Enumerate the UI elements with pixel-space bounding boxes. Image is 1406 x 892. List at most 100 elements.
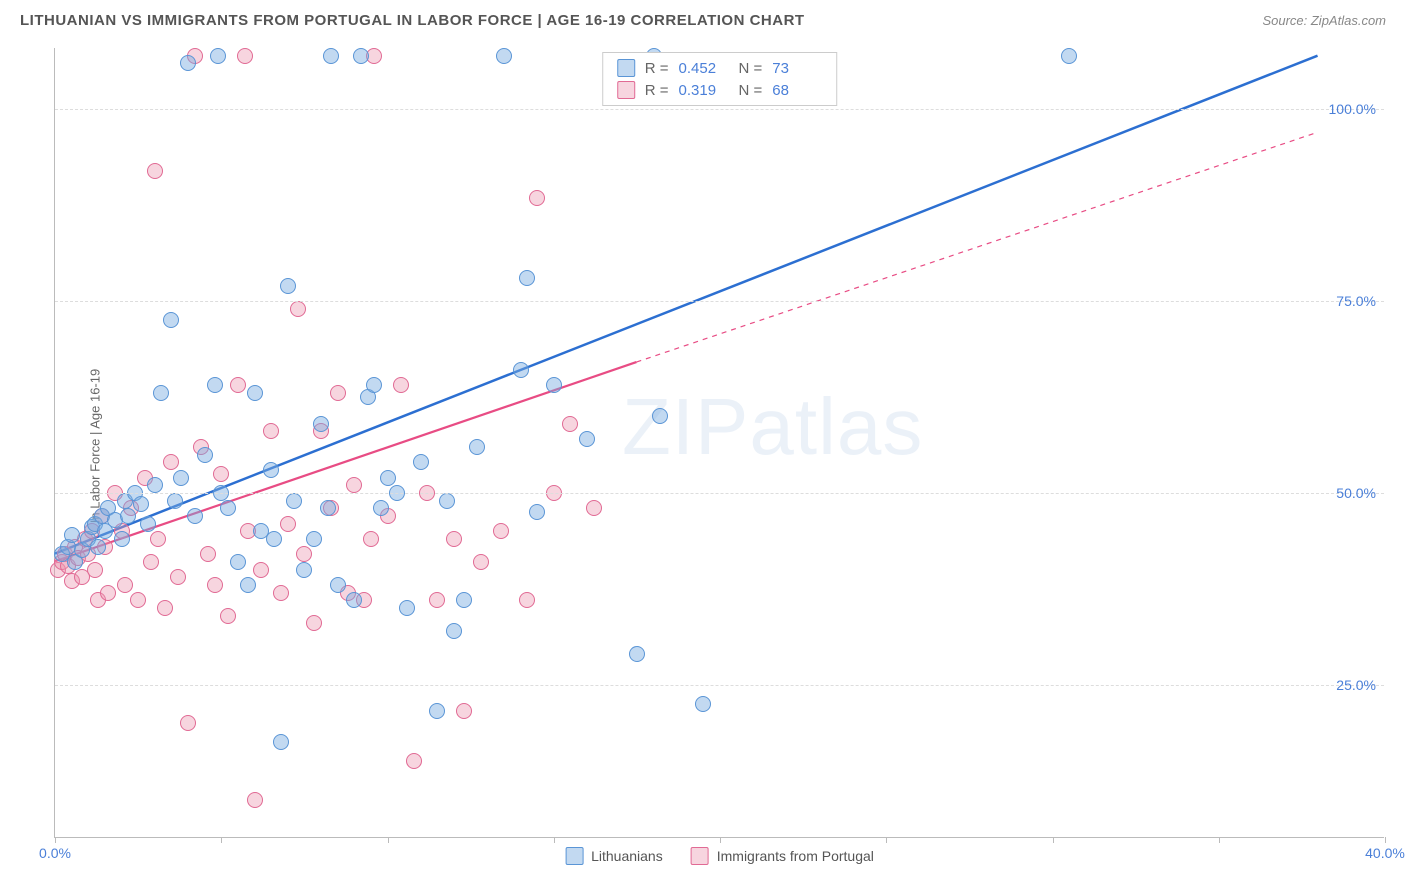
scatter-point [446,531,462,547]
scatter-point [157,600,173,616]
scatter-point [306,615,322,631]
scatter-point [446,623,462,639]
x-tick-label: 40.0% [1365,845,1405,861]
scatter-point [170,569,186,585]
scatter-point [253,562,269,578]
legend-item-pink: Immigrants from Portugal [691,847,874,865]
x-tick-mark [221,837,222,843]
n-label: N = [739,60,763,77]
gridline [55,109,1384,110]
x-tick-mark [720,837,721,843]
scatter-point [167,493,183,509]
legend-swatch-blue [565,847,583,865]
scatter-point [237,48,253,64]
scatter-point [220,500,236,516]
scatter-point [143,554,159,570]
scatter-point [197,447,213,463]
x-tick-label: 0.0% [39,845,71,861]
scatter-point [200,546,216,562]
r-value-blue: 0.452 [679,60,729,77]
scatter-point [546,377,562,393]
scatter-point [313,416,329,432]
swatch-pink [617,81,635,99]
chart-title: LITHUANIAN VS IMMIGRANTS FROM PORTUGAL I… [20,12,805,29]
gridline [55,685,1384,686]
scatter-point [296,546,312,562]
scatter-point [695,696,711,712]
gridline [55,493,1384,494]
scatter-point [207,377,223,393]
header: LITHUANIAN VS IMMIGRANTS FROM PORTUGAL I… [0,0,1406,37]
scatter-point [330,577,346,593]
scatter-point [456,592,472,608]
x-tick-mark [554,837,555,843]
scatter-point [210,48,226,64]
scatter-point [1061,48,1077,64]
scatter-point [439,493,455,509]
scatter-point [586,500,602,516]
scatter-point [513,362,529,378]
scatter-point [380,470,396,486]
scatter-point [456,703,472,719]
scatter-point [187,508,203,524]
legend-swatch-pink [691,847,709,865]
legend-item-blue: Lithuanians [565,847,663,865]
scatter-point [519,270,535,286]
scatter-point [230,377,246,393]
stats-row-blue: R = 0.452 N = 73 [617,57,823,79]
scatter-point [220,608,236,624]
scatter-point [90,539,106,555]
scatter-point [133,496,149,512]
scatter-point [280,278,296,294]
scatter-point [230,554,246,570]
scatter-point [346,592,362,608]
scatter-point [266,531,282,547]
scatter-point [366,377,382,393]
x-tick-mark [55,837,56,843]
scatter-point [579,431,595,447]
y-tick-label: 100.0% [1329,101,1376,117]
scatter-point [519,592,535,608]
r-label: R = [645,60,669,77]
scatter-point [290,301,306,317]
chart-area: ZIPatlas R = 0.452 N = 73 R = 0.319 N = … [54,48,1384,838]
scatter-point [529,504,545,520]
r-label-2: R = [645,82,669,99]
scatter-point [393,377,409,393]
scatter-point [150,531,166,547]
scatter-point [130,592,146,608]
n-label-2: N = [739,82,763,99]
x-tick-mark [388,837,389,843]
scatter-point [147,477,163,493]
scatter-point [247,385,263,401]
scatter-point [473,554,489,570]
scatter-point [163,312,179,328]
swatch-blue [617,59,635,77]
scatter-point [286,493,302,509]
watermark: ZIPatlas [622,381,923,473]
scatter-point [493,523,509,539]
scatter-point [240,577,256,593]
scatter-point [117,577,133,593]
x-tick-mark [1385,837,1386,843]
scatter-point [247,792,263,808]
scatter-point [469,439,485,455]
scatter-point [180,55,196,71]
scatter-point [163,454,179,470]
scatter-point [140,516,156,532]
scatter-point [263,462,279,478]
scatter-point [213,466,229,482]
scatter-point [114,531,130,547]
n-value-pink: 68 [772,82,822,99]
scatter-point [429,592,445,608]
scatter-point [153,385,169,401]
scatter-point [353,48,369,64]
scatter-point [87,562,103,578]
scatter-point [64,527,80,543]
trend-lines [55,48,1384,837]
legend-label-pink: Immigrants from Portugal [717,848,874,864]
scatter-point [273,734,289,750]
source-attribution: Source: ZipAtlas.com [1262,13,1386,28]
scatter-point [173,470,189,486]
n-value-blue: 73 [772,60,822,77]
